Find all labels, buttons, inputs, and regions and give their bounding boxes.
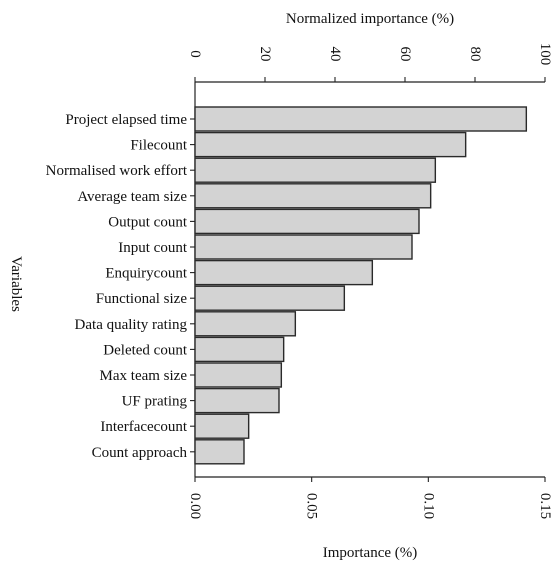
bottom-axis-ticks: 0.00 0.05 0.10 0.15 xyxy=(187,477,553,519)
top-tick-label: 100 xyxy=(537,43,553,66)
category-label: Average team size xyxy=(77,189,187,205)
category-label: Data quality rating xyxy=(75,317,188,333)
category-label: Count approach xyxy=(92,445,188,461)
bar xyxy=(194,387,280,414)
category-label: Deleted count xyxy=(103,342,188,358)
category-label: UF prating xyxy=(122,394,188,410)
bottom-tick-label: 0.05 xyxy=(304,493,320,519)
category-label: Functional size xyxy=(96,291,188,307)
top-tick-label: 60 xyxy=(397,47,413,62)
category-label: Interfacecount xyxy=(100,419,187,435)
bar xyxy=(194,311,297,337)
bar xyxy=(194,259,374,286)
bar xyxy=(194,208,420,235)
bar xyxy=(194,413,250,439)
y-axis-label: Variables xyxy=(8,256,24,312)
category-label: Max team size xyxy=(100,368,188,384)
category-labels: Project elapsed time Filecount Normalised … xyxy=(46,112,195,461)
category-label: Enquirycount xyxy=(105,266,187,282)
bottom-tick-label: 0.15 xyxy=(537,493,553,519)
category-label: Project elapsed time xyxy=(65,112,187,128)
bar xyxy=(194,234,413,260)
top-axis-ticks: 0 20 40 60 80 100 xyxy=(187,43,553,82)
top-tick-label: 40 xyxy=(327,47,343,62)
bar xyxy=(194,131,467,158)
bar xyxy=(194,285,346,311)
bar xyxy=(194,157,437,183)
top-axis-label: Normalized importance (%) xyxy=(286,11,454,27)
bar xyxy=(194,362,283,388)
top-tick-label: 80 xyxy=(467,47,483,62)
bar xyxy=(194,336,285,363)
top-tick-label: 0 xyxy=(187,50,203,58)
bar xyxy=(194,106,528,132)
bottom-tick-label: 0.10 xyxy=(420,493,436,519)
category-label: Output count xyxy=(108,214,188,230)
bar xyxy=(194,183,432,209)
category-label: Filecount xyxy=(130,138,187,154)
category-label: Input count xyxy=(118,240,188,256)
bottom-axis-label: Importance (%) xyxy=(323,545,418,561)
bars-layer xyxy=(194,106,528,465)
bar xyxy=(194,439,245,465)
category-label: Normalised work effort xyxy=(46,163,188,179)
bottom-tick-label: 0.00 xyxy=(187,493,203,519)
top-tick-label: 20 xyxy=(257,47,273,62)
